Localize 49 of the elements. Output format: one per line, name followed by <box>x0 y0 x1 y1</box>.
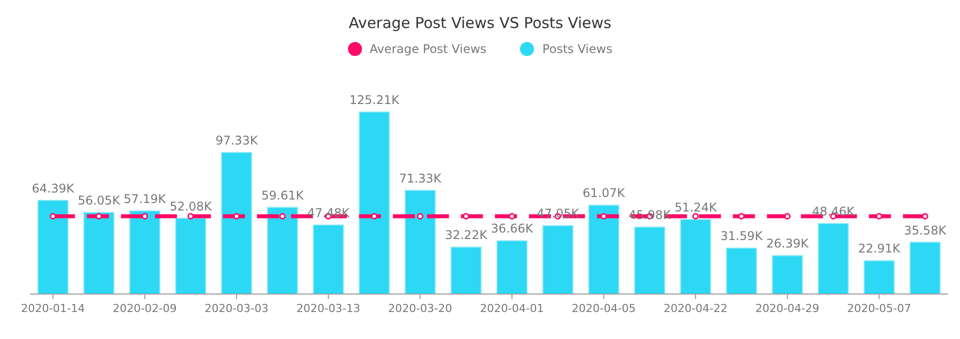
bar <box>221 152 252 294</box>
bar <box>680 219 712 294</box>
bar <box>726 248 757 294</box>
data-label: 35.58K <box>904 223 948 238</box>
bar <box>818 223 849 294</box>
bar <box>542 225 574 294</box>
data-label: 32.22K <box>444 228 488 242</box>
legend-label: Posts Views <box>542 42 612 56</box>
x-tick-label: 2020-04-29 <box>755 302 820 315</box>
data-label: 31.59K <box>720 229 764 244</box>
bar <box>83 212 114 294</box>
data-label: 26.39K <box>766 236 810 251</box>
bar <box>312 224 344 294</box>
data-label: 64.39K <box>32 181 76 196</box>
data-label: 125.21K <box>349 93 400 107</box>
bar <box>38 200 68 294</box>
bar <box>588 204 620 294</box>
bar <box>634 226 666 294</box>
bar <box>496 240 528 294</box>
bar <box>772 255 803 294</box>
data-label: 52.08K <box>170 199 213 214</box>
x-tick-label: 2020-03-13 <box>296 302 360 315</box>
x-tick-label: 2020-04-05 <box>572 302 636 315</box>
data-label: 61.07K <box>582 186 626 200</box>
bar <box>864 260 895 294</box>
x-tick-label: 2020-01-14 <box>20 302 85 315</box>
data-label: 59.61K <box>261 188 305 202</box>
data-label: 36.66K <box>490 222 534 236</box>
bar <box>129 210 160 294</box>
x-tick-label: 2020-03-20 <box>388 302 452 315</box>
x-tick-label: 2020-05-07 <box>847 302 912 315</box>
bar <box>404 190 436 294</box>
legend-label: Average Post Views <box>370 42 486 56</box>
bar <box>175 218 206 294</box>
chart-title: Average Post Views VS Posts Views <box>348 13 612 34</box>
x-tick-label: 2020-02-09 <box>112 302 177 315</box>
data-label: 97.33K <box>215 134 259 148</box>
data-label: 51.24K <box>674 200 718 215</box>
data-label: 71.33K <box>399 171 442 186</box>
bar <box>450 246 482 294</box>
bar <box>910 242 941 294</box>
data-label: 22.91K <box>858 242 902 256</box>
x-tick-label: 2020-04-01 <box>480 302 544 315</box>
data-label: 57.19K <box>124 192 168 206</box>
data-label: 56.05K <box>78 194 122 208</box>
bar <box>267 206 298 294</box>
x-tick-label: 2020-04-22 <box>664 302 728 315</box>
x-tick-label: 2020-03-03 <box>204 302 269 315</box>
bar <box>358 112 390 294</box>
